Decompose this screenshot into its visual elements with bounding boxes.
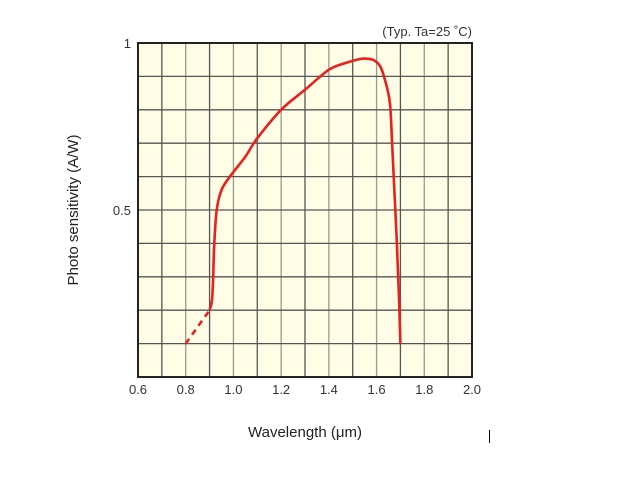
x-tick-label: 1.6 bbox=[368, 382, 386, 397]
text-cursor bbox=[489, 430, 490, 443]
x-tick-label: 0.6 bbox=[129, 382, 147, 397]
x-axis-ticks: 0.6 0.8 1.0 1.2 1.4 1.6 1.8 2.0 bbox=[129, 382, 481, 397]
y-tick-label: 0.5 bbox=[113, 203, 131, 218]
x-axis-title: Wavelength (μm) bbox=[248, 424, 362, 441]
x-tick-label: 0.8 bbox=[177, 382, 195, 397]
y-axis-title: Photo sensitivity (A/W) bbox=[65, 135, 82, 286]
y-axis-ticks: 0.51 bbox=[113, 36, 131, 218]
x-tick-label: 1.8 bbox=[415, 382, 433, 397]
x-tick-label: 1.2 bbox=[272, 382, 290, 397]
y-tick-label: 1 bbox=[124, 36, 131, 51]
x-tick-label: 2.0 bbox=[463, 382, 481, 397]
sensitivity-curve-solid bbox=[208, 57, 402, 344]
x-tick-label: 1.4 bbox=[320, 382, 338, 397]
sensitivity-curve bbox=[184, 57, 402, 345]
plot-frame bbox=[137, 42, 473, 378]
x-tick-label: 1.0 bbox=[224, 382, 242, 397]
sensitivity-curve-dashed bbox=[184, 309, 211, 345]
condition-annotation: (Typ. Ta=25 ˚C) bbox=[382, 24, 472, 39]
